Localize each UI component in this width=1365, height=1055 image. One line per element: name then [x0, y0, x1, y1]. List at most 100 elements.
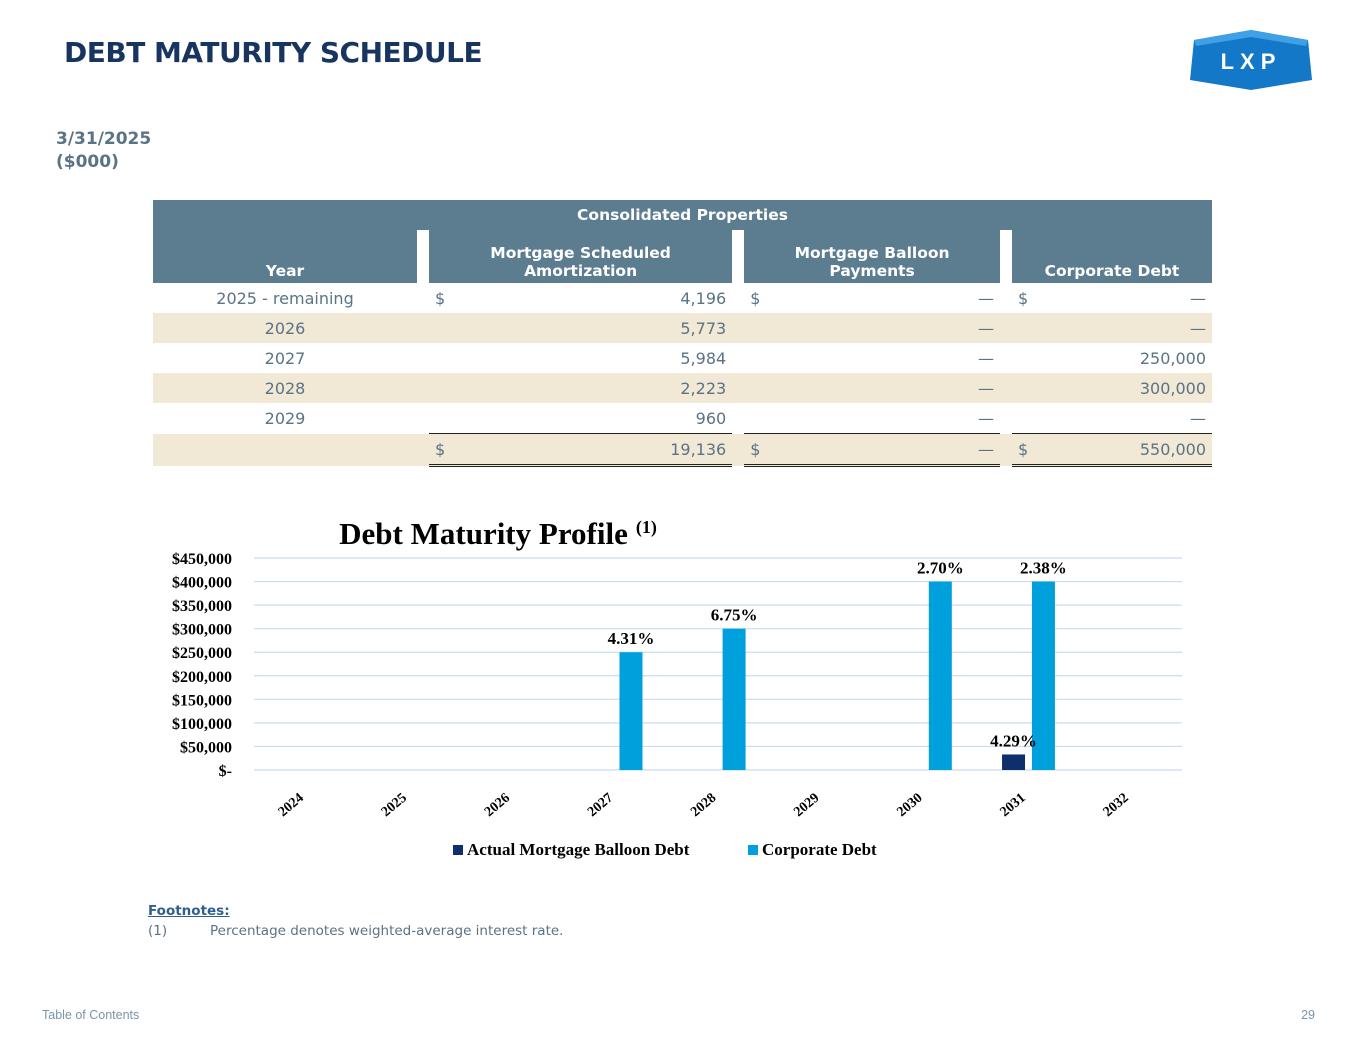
spacer: [732, 283, 744, 313]
page-number: 29: [1301, 1008, 1315, 1022]
spacer: [1000, 343, 1012, 373]
y-tick-label: $450,000: [172, 551, 232, 568]
spacer: [999, 433, 1012, 466]
chart-x-axis: 2024 2025 2026 2027 2028 2029 2030 2031 2032: [276, 791, 1132, 820]
balloon-currency: [744, 373, 767, 403]
table-row: 2026 5,773 — —: [153, 313, 1212, 343]
footnotes: Footnotes: (1) Percentage denotes weight…: [148, 903, 563, 939]
balloon-value: —: [977, 348, 994, 368]
x-tick-label: 2028: [688, 791, 719, 820]
x-tick-label: 2024: [276, 791, 307, 820]
x-tick-label: 2025: [379, 791, 410, 820]
table-row: 2028 2,223 — 300,000: [153, 373, 1212, 403]
y-tick-label: $200,000: [172, 669, 232, 686]
spacer: [417, 283, 429, 313]
data-label: 2.70%: [917, 559, 964, 578]
table-row: 2025 - remaining $4,196 $ — $ —: [153, 283, 1212, 313]
bar-2031-mortgage-balloon: [1002, 754, 1026, 770]
amortization-currency: [429, 313, 452, 343]
bar-2028-corporate-debt: [722, 628, 746, 770]
report-units: ($000): [56, 152, 119, 172]
spacer: [999, 373, 1012, 403]
balloon-currency: [744, 313, 767, 343]
y-tick-label: $350,000: [172, 598, 232, 615]
chart-legend: Actual Mortgage Balloon Debt Corporate De…: [453, 840, 877, 859]
chart-bars: [619, 581, 1055, 770]
legend-swatch: [453, 845, 463, 855]
chart-data-labels: 4.29% 4.31% 6.75% 2.70% 2.38%: [608, 559, 1067, 751]
corporate-currency: $: [1017, 288, 1029, 308]
amortization-currency: [429, 343, 451, 373]
chart-title: Debt Maturity Profile (1): [339, 516, 657, 551]
table-row: 2029 960 — —: [153, 403, 1212, 434]
corporate-currency: [1011, 313, 1035, 343]
corporate-value: 550,000: [1034, 433, 1212, 467]
y-tick-label: $100,000: [172, 716, 232, 733]
spacer: [999, 313, 1012, 343]
footnote-text: Percentage denotes weighted-average inte…: [210, 923, 564, 939]
report-date-block: 3/31/2025 ($000): [56, 128, 151, 174]
spacer: [732, 433, 745, 466]
x-tick-label: 2032: [1101, 791, 1132, 820]
report-date: 3/31/2025: [56, 129, 152, 149]
data-label: 2.38%: [1020, 559, 1067, 578]
header-amortization: Mortgage Scheduled Amortization: [429, 230, 733, 283]
header-year: Year: [153, 230, 417, 283]
spacer: [417, 373, 429, 403]
x-tick-label: 2026: [482, 791, 513, 820]
data-label: 4.29%: [990, 731, 1037, 750]
legend-label: Actual Mortgage Balloon Debt: [467, 840, 690, 859]
table-of-contents-link[interactable]: Table of Contents: [42, 1008, 140, 1022]
footnotes-heading: Footnotes:: [148, 903, 230, 919]
corporate-currency: [1011, 403, 1035, 434]
amortization-value: 5,773: [451, 313, 733, 343]
amortization-value: 5,984: [680, 348, 727, 368]
spacer: [417, 403, 429, 434]
page-title: DEBT MATURITY SCHEDULE: [64, 36, 483, 69]
spacer: [732, 313, 745, 343]
x-tick-label: 2030: [894, 791, 925, 820]
footnote-number: (1): [148, 923, 168, 939]
amortization-currency: $: [435, 288, 446, 308]
header-corporate-debt: Corporate Debt: [1011, 230, 1212, 283]
logo-text: LXP: [1221, 49, 1282, 74]
balloon-currency: $: [744, 433, 767, 467]
amortization-value: 19,136: [451, 433, 733, 467]
year-cell: 2029: [264, 408, 306, 428]
spacer: [732, 373, 745, 403]
x-tick-label: 2031: [998, 791, 1029, 820]
data-label: 6.75%: [711, 606, 758, 625]
amortization-currency: $: [429, 433, 452, 467]
table-group-header: Consolidated Properties: [153, 200, 1212, 230]
amortization-currency: [429, 373, 452, 403]
spacer: [417, 433, 429, 466]
spacer: [732, 403, 744, 434]
legend-label: Corporate Debt: [762, 840, 877, 859]
debt-maturity-chart: Debt Maturity Profile (1) $- $50,000 $100,0…: [172, 516, 1182, 859]
corporate-value: —: [1034, 403, 1212, 434]
bar-2030-corporate-debt: [928, 581, 952, 770]
corporate-currency: $: [1011, 433, 1035, 467]
footnote-item: (1) Percentage denotes weighted-average …: [148, 923, 563, 939]
spacer: [1000, 403, 1012, 434]
x-tick-label: 2027: [585, 791, 616, 820]
corporate-value: 300,000: [1034, 373, 1212, 403]
legend-swatch: [748, 845, 758, 855]
year-cell: [153, 433, 417, 466]
balloon-value: —: [977, 288, 994, 308]
corporate-value: —: [1190, 288, 1206, 308]
amortization-value: 4,196: [680, 288, 727, 308]
chart-gridlines: [254, 557, 1182, 771]
y-tick-label: $300,000: [172, 622, 232, 639]
y-tick-label: $50,000: [180, 739, 232, 756]
year-cell: 2028: [153, 373, 417, 403]
header-balloon: Mortgage Balloon Payments: [744, 230, 1000, 283]
balloon-currency: $: [750, 288, 761, 308]
data-label: 4.31%: [608, 629, 655, 648]
balloon-value: —: [766, 433, 1000, 467]
bar-2031-corporate-debt: [1031, 581, 1055, 770]
spacer: [417, 313, 429, 343]
balloon-value: —: [766, 373, 1000, 403]
balloon-currency: [744, 403, 767, 434]
y-tick-label: $-: [219, 763, 232, 780]
